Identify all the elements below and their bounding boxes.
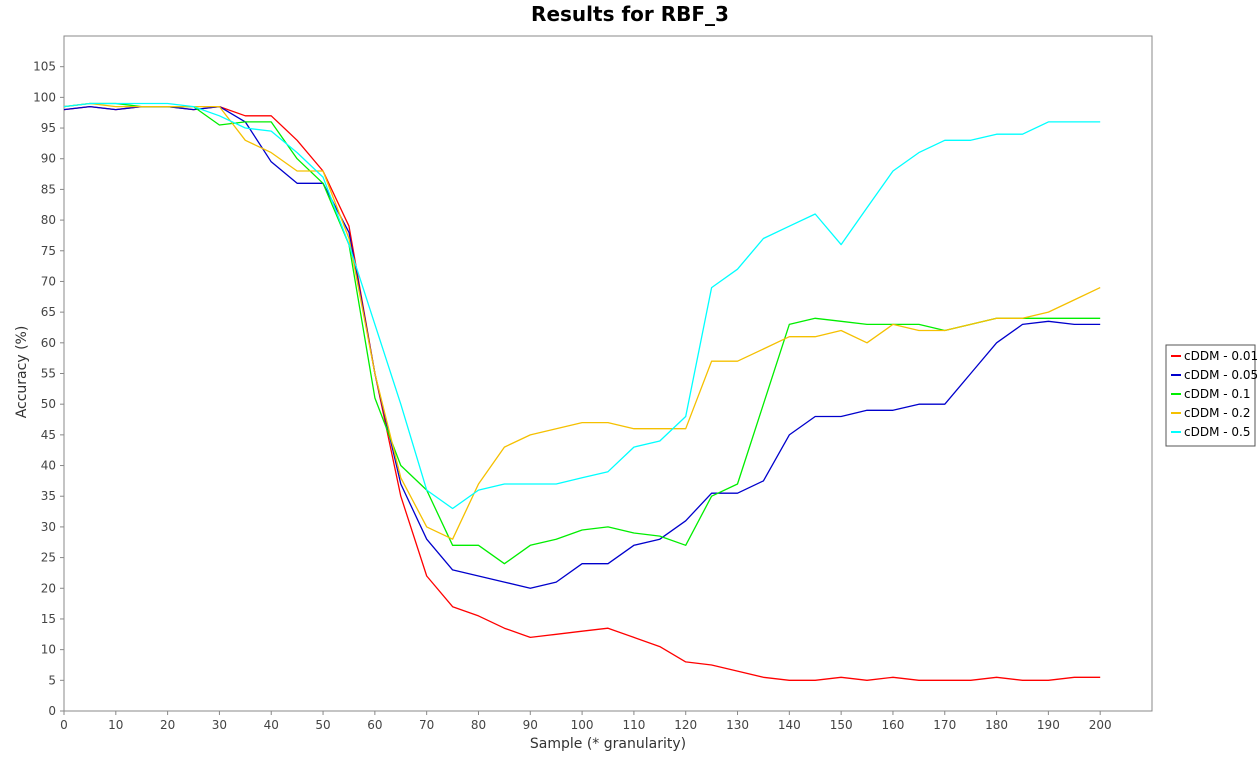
legend-item-label: cDDM - 0.05 <box>1184 368 1258 382</box>
x-axis-label: Sample (* granularity) <box>530 736 686 752</box>
x-tick-label: 40 <box>264 718 279 732</box>
y-tick-label: 75 <box>41 244 56 258</box>
y-tick-label: 5 <box>48 673 56 687</box>
y-tick-label: 35 <box>41 489 56 503</box>
y-tick-label: 50 <box>41 397 56 411</box>
y-tick-label: 15 <box>41 612 56 626</box>
series-line-5 <box>63 102 1101 510</box>
x-tick-label: 60 <box>367 718 382 732</box>
y-tick-label: 0 <box>48 704 56 718</box>
y-tick-label: 45 <box>41 428 56 442</box>
legend-item-label: cDDM - 0.01 <box>1184 349 1258 363</box>
y-tick-label: 100 <box>33 90 56 104</box>
plot-layer <box>63 35 1153 712</box>
x-tick-label: 50 <box>315 718 330 732</box>
x-tick-label: 90 <box>523 718 538 732</box>
axis-layer: 0 10 20 30 40 50 60 70 80 90 100 110 120 130 140 150 160… <box>33 60 1112 732</box>
y-tick-label: 105 <box>33 60 56 74</box>
y-tick-label: 55 <box>41 367 56 381</box>
series-line-3 <box>63 102 1101 565</box>
x-tick-label: 170 <box>933 718 956 732</box>
y-tick-label: 30 <box>41 520 56 534</box>
plot-area <box>63 35 1153 712</box>
x-tick-label: 140 <box>778 718 801 732</box>
y-tick-label: 10 <box>41 643 56 657</box>
x-tick-label: 200 <box>1089 718 1112 732</box>
y-tick-label: 85 <box>41 182 56 196</box>
series-line-2 <box>63 105 1101 589</box>
x-tick-label: 100 <box>571 718 594 732</box>
series-line-1 <box>63 105 1101 681</box>
y-tick-label: 95 <box>41 121 56 135</box>
x-tick-label: 70 <box>419 718 434 732</box>
y-axis-label: Accuracy (%) <box>14 326 30 419</box>
legend: cDDM - 0.01 cDDM - 0.05 cDDM - 0.1 cDDM - 0… <box>1165 344 1258 447</box>
x-tick-label: 120 <box>674 718 697 732</box>
x-tick-label: 20 <box>160 718 175 732</box>
y-tick-label: 80 <box>41 213 56 227</box>
y-tick-label: 20 <box>41 581 56 595</box>
x-tick-label: 0 <box>60 718 68 732</box>
y-tick-label: 25 <box>41 551 56 565</box>
chart-title: Results for RBF_3 <box>531 2 729 26</box>
x-tick-label: 150 <box>830 718 853 732</box>
x-tick-label: 10 <box>108 718 123 732</box>
x-tick-label: 130 <box>726 718 749 732</box>
y-tick-label: 60 <box>41 336 56 350</box>
legend-item-label: cDDM - 0.1 <box>1184 387 1250 401</box>
series-line-4 <box>63 102 1101 540</box>
x-tick-label: 30 <box>212 718 227 732</box>
x-tick-label: 190 <box>1037 718 1060 732</box>
y-tick-label: 90 <box>41 152 56 166</box>
legend-box <box>1165 344 1256 447</box>
y-tick-label: 40 <box>41 459 56 473</box>
legend-item-label: cDDM - 0.5 <box>1184 425 1250 439</box>
legend-item-label: cDDM - 0.2 <box>1184 406 1250 420</box>
y-tick-label: 65 <box>41 305 56 319</box>
x-tick-label: 160 <box>881 718 904 732</box>
x-tick-label: 110 <box>622 718 645 732</box>
x-tick-label: 180 <box>985 718 1008 732</box>
y-tick-label: 70 <box>41 274 56 288</box>
x-tick-label: 80 <box>471 718 486 732</box>
